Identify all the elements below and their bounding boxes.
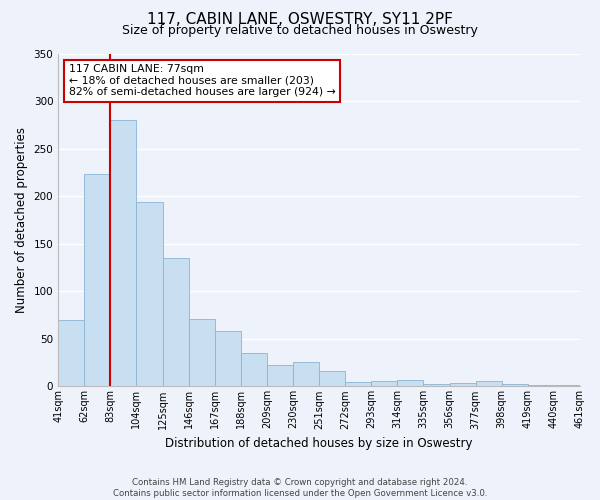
Bar <box>476 380 502 386</box>
Bar <box>371 380 397 386</box>
Y-axis label: Number of detached properties: Number of detached properties <box>15 127 28 313</box>
Bar <box>293 362 319 386</box>
Bar <box>449 382 476 386</box>
X-axis label: Distribution of detached houses by size in Oswestry: Distribution of detached houses by size … <box>166 437 473 450</box>
Text: Size of property relative to detached houses in Oswestry: Size of property relative to detached ho… <box>122 24 478 37</box>
Text: Contains HM Land Registry data © Crown copyright and database right 2024.
Contai: Contains HM Land Registry data © Crown c… <box>113 478 487 498</box>
Bar <box>163 258 188 386</box>
Bar <box>319 371 345 386</box>
Bar <box>424 384 449 386</box>
Bar <box>241 353 267 386</box>
Bar <box>136 202 163 386</box>
Bar <box>397 380 424 386</box>
Bar <box>345 382 371 386</box>
Text: 117, CABIN LANE, OSWESTRY, SY11 2PF: 117, CABIN LANE, OSWESTRY, SY11 2PF <box>147 12 453 28</box>
Bar <box>188 319 215 386</box>
Text: 117 CABIN LANE: 77sqm
← 18% of detached houses are smaller (203)
82% of semi-det: 117 CABIN LANE: 77sqm ← 18% of detached … <box>68 64 335 97</box>
Bar <box>110 120 136 386</box>
Bar <box>215 332 241 386</box>
Bar <box>84 174 110 386</box>
Bar <box>267 364 293 386</box>
Bar <box>502 384 528 386</box>
Bar <box>58 320 84 386</box>
